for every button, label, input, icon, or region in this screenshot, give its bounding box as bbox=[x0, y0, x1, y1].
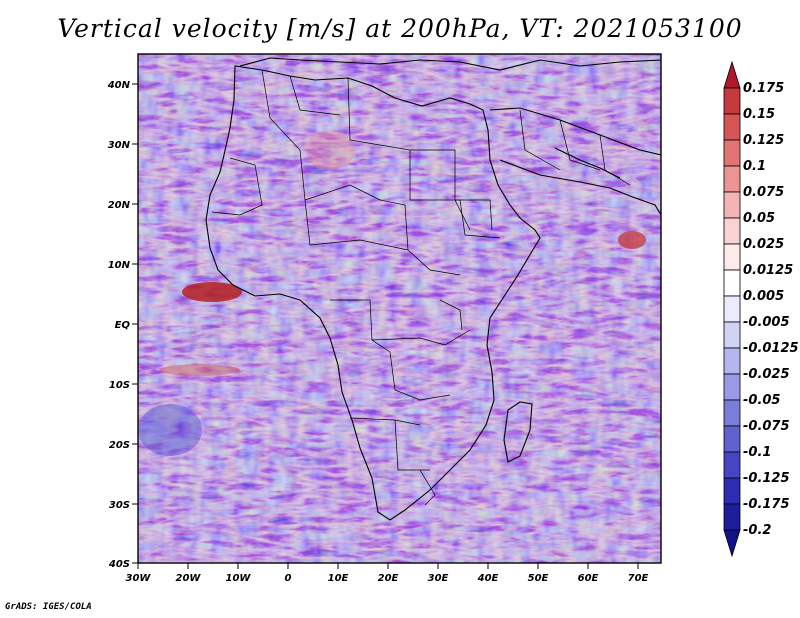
colorbar-swatch bbox=[723, 321, 741, 349]
strong-updraft-west-africa bbox=[182, 282, 242, 302]
lat-label: 40N bbox=[107, 80, 131, 91]
colorbar-label: -0.2 bbox=[743, 523, 771, 538]
lon-label: 30E bbox=[428, 573, 449, 584]
colorbar-swatch bbox=[723, 503, 741, 531]
colorbar-swatch bbox=[723, 269, 741, 297]
colorbar-label: 0.025 bbox=[743, 237, 784, 252]
lon-label: 30W bbox=[126, 573, 152, 584]
colorbar-swatch bbox=[723, 451, 741, 479]
lat-labels: 40N 30N 20N 10N EQ 10S 20S 30S 40S bbox=[107, 80, 131, 570]
colorbar-swatch bbox=[723, 373, 741, 401]
colorbar-max-triangle bbox=[723, 60, 741, 89]
lat-label: 20S bbox=[109, 440, 130, 451]
colorbar-label: -0.025 bbox=[743, 367, 790, 382]
colorbar-swatch bbox=[723, 139, 741, 167]
colorbar-swatch bbox=[723, 191, 741, 219]
colorbar-label: -0.1 bbox=[743, 445, 771, 460]
map-title: Vertical velocity [m/s] at 200hPa, VT: 2… bbox=[57, 14, 743, 43]
lon-ticks bbox=[137, 563, 639, 569]
colorbar-swatch bbox=[723, 165, 741, 193]
colorbar-min-triangle bbox=[723, 529, 741, 558]
lat-label: 10S bbox=[109, 380, 130, 391]
lon-label: 40E bbox=[477, 573, 499, 584]
colorbar-label: -0.0125 bbox=[743, 341, 799, 356]
country-borders bbox=[211, 69, 631, 506]
lat-label: 40S bbox=[108, 559, 130, 570]
colorbar-label: 0.175 bbox=[743, 81, 784, 96]
colorbar-swatch bbox=[723, 347, 741, 375]
colorbar-label: -0.075 bbox=[743, 419, 790, 434]
footer-credit: GrADS: IGES/COLA bbox=[5, 602, 92, 612]
lon-label: 50E bbox=[528, 573, 549, 584]
lon-label: 70E bbox=[628, 573, 649, 584]
colorbar-swatch bbox=[723, 217, 741, 245]
vertical-velocity-field bbox=[138, 54, 661, 563]
lon-label: 20W bbox=[176, 573, 202, 584]
updraft-arabian-sea bbox=[618, 231, 646, 249]
lat-label: EQ bbox=[115, 320, 131, 331]
colorbar-label: -0.005 bbox=[743, 315, 790, 330]
colorbar-label: 0.15 bbox=[743, 107, 775, 122]
colorbar-label: 0.125 bbox=[743, 133, 784, 148]
lat-label: 30N bbox=[108, 140, 131, 151]
colorbar-swatch bbox=[723, 87, 741, 115]
lon-label: 60E bbox=[578, 573, 599, 584]
lon-label: 10W bbox=[226, 573, 252, 584]
lon-label: 20E bbox=[378, 573, 399, 584]
colorbar-swatch bbox=[723, 425, 741, 453]
lat-label: 20N bbox=[108, 200, 131, 211]
lat-label: 30S bbox=[109, 500, 130, 511]
colorbar-label: 0.1 bbox=[743, 159, 766, 174]
colorbar-label: -0.05 bbox=[743, 393, 780, 408]
lat-ticks bbox=[132, 83, 138, 564]
lon-label: 10E bbox=[328, 573, 349, 584]
colorbar-swatch bbox=[723, 399, 741, 427]
colorbar-label: -0.125 bbox=[743, 471, 790, 486]
lon-label: 0 bbox=[285, 573, 292, 584]
colorbar-swatch bbox=[723, 477, 741, 505]
colorbar-label: -0.175 bbox=[743, 497, 790, 512]
colorbar-label: 0.05 bbox=[743, 211, 775, 226]
colorbar-swatch bbox=[723, 113, 741, 141]
colorbar: 0.175 0.15 0.125 0.1 0.075 0.05 0.025 0.0125 0.0… bbox=[723, 60, 799, 558]
lon-labels: 30W 20W 10W 0 10E 20E 30E 40E 50E 60E 70… bbox=[126, 573, 649, 584]
colorbar-label: 0.0125 bbox=[743, 263, 793, 278]
colorbar-label: 0.005 bbox=[743, 289, 784, 304]
plot-frame bbox=[137, 53, 662, 564]
colorbar-swatch bbox=[723, 243, 741, 271]
colorbar-swatch bbox=[723, 295, 741, 323]
colorbar-label: 0.075 bbox=[743, 185, 784, 200]
lat-label: 10N bbox=[108, 260, 131, 271]
